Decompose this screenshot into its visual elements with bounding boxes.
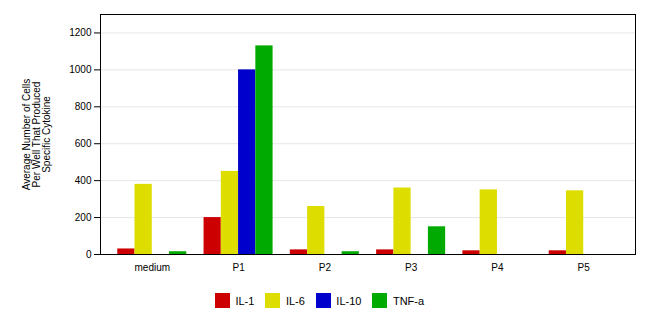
svg-text:1000: 1000 — [69, 64, 92, 75]
svg-text:medium: medium — [134, 262, 170, 273]
svg-text:Average Number of CellsPer Wel: Average Number of CellsPer Well That Pro… — [21, 79, 52, 191]
svg-text:P2: P2 — [319, 262, 332, 273]
svg-text:P4: P4 — [491, 262, 504, 273]
svg-text:0: 0 — [86, 249, 92, 260]
svg-text:800: 800 — [75, 101, 92, 112]
html-text:IL-10: IL-10 — [336, 294, 362, 307]
svg-text:P5: P5 — [578, 262, 591, 273]
svg-text:P1: P1 — [232, 262, 245, 273]
html-text:IL-1: IL-1 — [235, 294, 255, 307]
html-text:TNF-a: TNF-a — [392, 294, 425, 307]
svg-text:1200: 1200 — [69, 27, 92, 38]
svg-text:P3: P3 — [405, 262, 418, 273]
html-text:IL-6: IL-6 — [285, 294, 305, 307]
svg-text:200: 200 — [75, 212, 92, 223]
svg-text:400: 400 — [75, 175, 92, 186]
svg-text:600: 600 — [75, 138, 92, 149]
